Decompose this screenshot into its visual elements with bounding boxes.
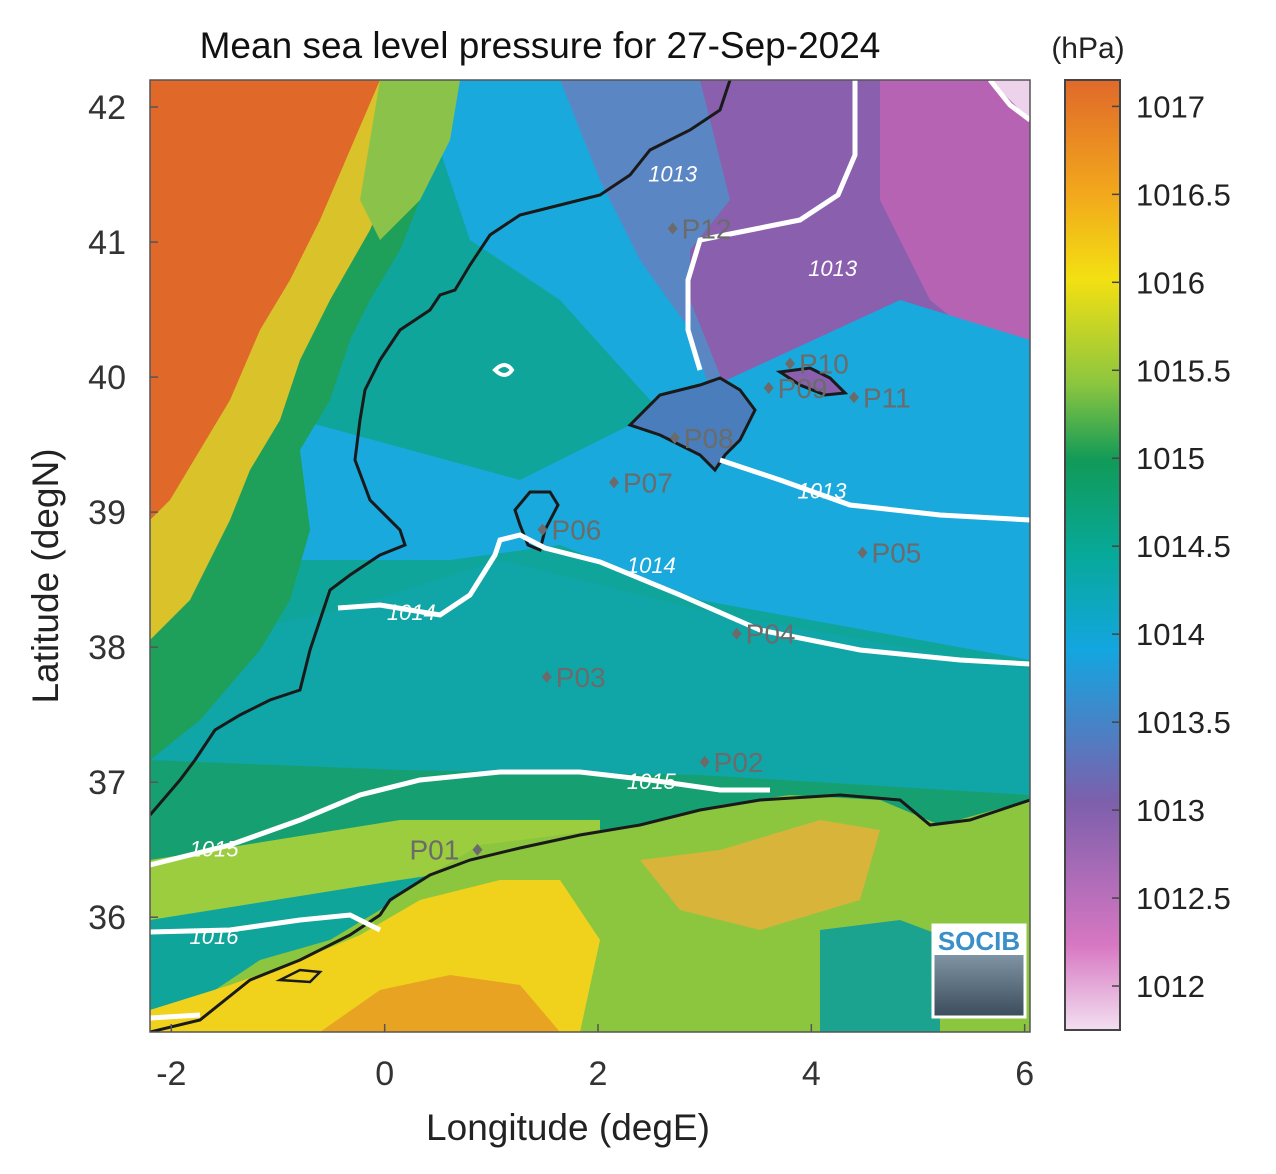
africa-orange-land bbox=[320, 975, 560, 1032]
socib-logo: SOCIB bbox=[931, 923, 1027, 1019]
station-label: P10 bbox=[799, 349, 849, 380]
x-tick-label: 2 bbox=[589, 1055, 608, 1093]
station-label: P07 bbox=[623, 467, 673, 498]
station-label: P06 bbox=[552, 515, 602, 546]
isobar-1013-south bbox=[719, 457, 1030, 523]
mallorca-island bbox=[627, 376, 757, 473]
x-tick-label: 6 bbox=[1015, 1055, 1034, 1093]
colorbar-tick-label: 1017 bbox=[1136, 89, 1205, 124]
isobar-1016 bbox=[150, 912, 382, 935]
isobar-1013-north bbox=[685, 80, 858, 371]
station-label: P01 bbox=[409, 835, 459, 866]
colorbar-tick-label: 1012 bbox=[1136, 969, 1205, 1004]
station-marker bbox=[763, 381, 774, 394]
africa-east-green bbox=[820, 920, 940, 1032]
contour-label: 1013 bbox=[798, 479, 848, 504]
colorbar-ticks: 1017 1016.5 1016 1015.5 1015 1014.5 1014 1013.5… bbox=[1112, 89, 1231, 1004]
colorbar-unit: (hPa) bbox=[1051, 32, 1124, 65]
alboran-island bbox=[275, 968, 323, 984]
station-marker bbox=[731, 627, 742, 640]
x-tick-label: -2 bbox=[156, 1055, 186, 1093]
africa-atlas-hills bbox=[640, 820, 880, 930]
station-label: P04 bbox=[746, 619, 796, 650]
y-tick-label: 40 bbox=[88, 359, 126, 397]
colorbar-tick-label: 1015 bbox=[1136, 441, 1205, 476]
isobar-1016-south bbox=[150, 1012, 201, 1021]
x-axis-label: Longitude (degE) bbox=[426, 1107, 710, 1148]
sea-lowest-pressure-band bbox=[880, 80, 1030, 380]
contour-labels: 1013 1013 1013 1014 1014 1015 1015 1016 bbox=[190, 161, 858, 949]
colorbar bbox=[1064, 79, 1121, 1031]
colorbar-tick-label: 1014.5 bbox=[1136, 529, 1231, 564]
station-marker bbox=[669, 431, 680, 444]
iberia-northeast-green bbox=[360, 80, 460, 240]
africa-coastline bbox=[150, 793, 1030, 1032]
station-marker bbox=[785, 357, 795, 370]
colorbar-tick-label: 1015.5 bbox=[1136, 353, 1231, 388]
contour-label: 1015 bbox=[190, 836, 240, 861]
station-marker bbox=[541, 670, 552, 683]
station-marker bbox=[849, 391, 859, 404]
iberia-high-land bbox=[150, 80, 380, 520]
colorbar-tick-label: 1014 bbox=[1136, 617, 1205, 652]
sea-central-band bbox=[150, 560, 1030, 820]
map-title: Mean sea level pressure for 27-Sep-2024 bbox=[200, 25, 881, 66]
y-tick-label: 36 bbox=[88, 899, 126, 937]
menorca-island bbox=[775, 366, 849, 397]
map-frame bbox=[149, 79, 1031, 1033]
station-marker bbox=[472, 843, 483, 856]
colorbar-tick-label: 1016 bbox=[1136, 265, 1205, 300]
x-tick-label: 0 bbox=[375, 1055, 394, 1093]
isobar-small-closed bbox=[492, 363, 515, 377]
station-label: P08 bbox=[684, 423, 734, 454]
station-label: P11 bbox=[863, 382, 911, 413]
contour-label: 1013 bbox=[808, 256, 858, 281]
y-tick-label: 41 bbox=[88, 224, 126, 262]
x-axis-ticks: -2 0 2 4 6 bbox=[156, 1024, 1034, 1093]
colorbar-tick-label: 1013.5 bbox=[1136, 705, 1231, 740]
y-axis-ticks: 42 41 40 39 38 37 36 bbox=[88, 89, 158, 937]
station-label: P03 bbox=[556, 662, 606, 693]
station-marker bbox=[537, 523, 548, 536]
contour-label: 1014 bbox=[627, 553, 676, 578]
isobar-1015 bbox=[150, 769, 770, 868]
y-tick-label: 38 bbox=[88, 629, 126, 667]
colorbar-tick-label: 1016.5 bbox=[1136, 177, 1231, 212]
y-tick-label: 42 bbox=[88, 89, 126, 127]
colorbar-tick-label: 1012.5 bbox=[1136, 881, 1231, 916]
y-tick-label: 37 bbox=[88, 764, 126, 802]
station-marker bbox=[857, 546, 868, 559]
station-label: P02 bbox=[714, 747, 764, 778]
iberia-coastline bbox=[150, 80, 732, 816]
isobar-1014 bbox=[337, 532, 1030, 667]
station-marker bbox=[699, 755, 710, 768]
station-label: P12 bbox=[682, 214, 732, 245]
y-axis-label: Latitude (degN) bbox=[25, 448, 66, 703]
station-label: P05 bbox=[872, 538, 922, 569]
station-marker bbox=[609, 476, 619, 489]
y-tick-label: 39 bbox=[88, 494, 126, 532]
station-label: P09 bbox=[778, 373, 828, 404]
socib-logo-text: SOCIB bbox=[938, 926, 1020, 956]
station-marker bbox=[667, 222, 678, 235]
contour-label: 1015 bbox=[627, 769, 677, 794]
contour-label: 1014 bbox=[387, 600, 436, 625]
x-tick-label: 4 bbox=[802, 1055, 821, 1093]
contour-label: 1013 bbox=[648, 161, 698, 186]
isobar-1012-corner bbox=[988, 80, 1030, 122]
colorbar-tick-label: 1013 bbox=[1136, 793, 1205, 828]
contour-label: 1016 bbox=[190, 924, 240, 949]
